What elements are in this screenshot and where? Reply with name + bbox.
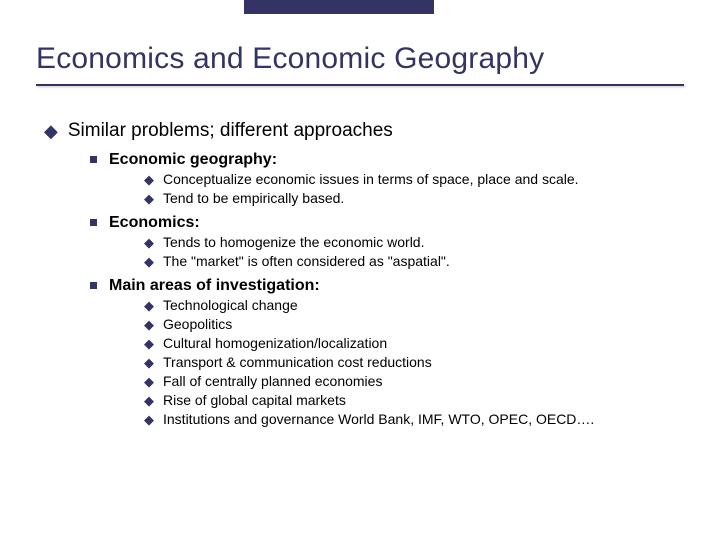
- level3-text: Geopolitics: [163, 316, 232, 333]
- level3-item: ◆ Technological change: [144, 297, 684, 314]
- level3-item: ◆ Conceptualize economic issues in terms…: [144, 171, 684, 188]
- diamond-bullet-icon: ◆: [144, 392, 154, 409]
- diamond-bullet-icon: ◆: [144, 335, 154, 352]
- square-bullet-icon: [90, 219, 97, 226]
- diamond-bullet-icon: ◆: [144, 190, 154, 207]
- slide-title: Economics and Economic Geography: [36, 42, 684, 76]
- level3-text: Tends to homogenize the economic world.: [163, 234, 424, 251]
- diamond-bullet-icon: ◆: [144, 234, 154, 251]
- level2-heading: Economics:: [109, 213, 200, 232]
- diamond-bullet-icon: ◆: [144, 171, 154, 188]
- diamond-bullet-icon: ◆: [144, 373, 154, 390]
- level3-text: Conceptualize economic issues in terms o…: [163, 171, 579, 188]
- diamond-bullet-icon: ◆: [144, 297, 154, 314]
- level2-heading: Economic geography:: [109, 150, 277, 169]
- diamond-bullet-icon: ◆: [144, 354, 154, 371]
- slide-content: Economics and Economic Geography ◆ Simil…: [0, 0, 720, 448]
- square-bullet-icon: [90, 156, 97, 163]
- level3-text: Transport & communication cost reduction…: [163, 354, 432, 371]
- level3-item: ◆ Institutions and governance World Bank…: [144, 411, 684, 428]
- level3-text: Rise of global capital markets: [163, 392, 346, 409]
- level2-item: Main areas of investigation:: [90, 276, 684, 295]
- level3-item: ◆ Geopolitics: [144, 316, 684, 333]
- level2-heading: Main areas of investigation:: [109, 276, 320, 295]
- diamond-bullet-icon: ◆: [144, 316, 154, 333]
- level3-item: ◆ Tends to homogenize the economic world…: [144, 234, 684, 251]
- level1-text: Similar problems; different approaches: [68, 120, 393, 142]
- level2-item: Economic geography:: [90, 150, 684, 169]
- level3-item: ◆ Fall of centrally planned economies: [144, 373, 684, 390]
- level3-item: ◆ The "market" is often considered as "a…: [144, 253, 684, 270]
- level3-text: Institutions and governance World Bank, …: [163, 411, 594, 428]
- square-bullet-icon: [90, 282, 97, 289]
- level3-item: ◆ Rise of global capital markets: [144, 392, 684, 409]
- diamond-bullet-icon: ◆: [44, 120, 58, 142]
- level3-text: The "market" is often considered as "asp…: [163, 253, 450, 270]
- level2-item: Economics:: [90, 213, 684, 232]
- level3-item: ◆ Transport & communication cost reducti…: [144, 354, 684, 371]
- diamond-bullet-icon: ◆: [144, 253, 154, 270]
- level3-text: Technological change: [163, 297, 298, 314]
- top-accent-bar: [244, 0, 434, 14]
- diamond-bullet-icon: ◆: [144, 411, 154, 428]
- level1-item: ◆ Similar problems; different approaches: [44, 120, 684, 142]
- title-underline: [36, 84, 684, 86]
- level3-item: ◆ Tend to be empirically based.: [144, 190, 684, 207]
- level3-text: Fall of centrally planned economies: [163, 373, 382, 390]
- level3-item: ◆ Cultural homogenization/localization: [144, 335, 684, 352]
- level3-text: Tend to be empirically based.: [163, 190, 344, 207]
- level3-text: Cultural homogenization/localization: [163, 335, 387, 352]
